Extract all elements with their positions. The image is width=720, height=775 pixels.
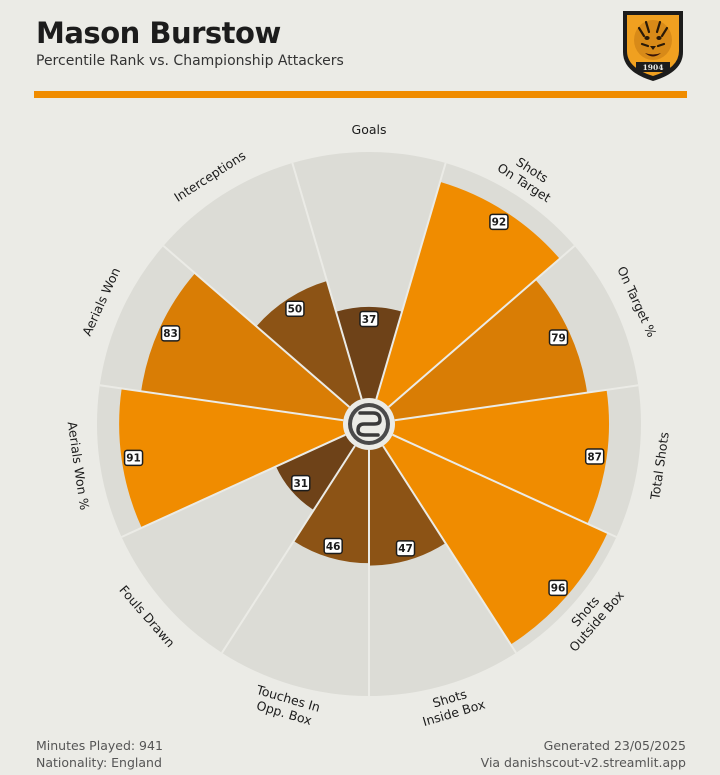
value-badges: 37 92 79 87 96 47 46 31 91 83 50 [123, 213, 605, 597]
value-badge-text: 37 [362, 314, 377, 326]
value-badge-text: 46 [326, 541, 341, 553]
slice-divider [382, 445, 517, 654]
value-badge-goals [359, 310, 379, 328]
value-badge-shots-on-target [489, 213, 509, 231]
metric-label-total-shots: Total Shots [647, 431, 672, 502]
tiger-head-icon [634, 20, 672, 60]
slice-value-aerials-won [141, 273, 350, 421]
slice-dividers [99, 162, 639, 696]
slice-bg-goals [292, 151, 446, 400]
value-badge-interceptions [285, 300, 305, 317]
accent-bar [34, 91, 687, 98]
slice-value-goals [336, 306, 402, 400]
slice-value-touches-in-opp-box [293, 445, 369, 564]
slice-divider [221, 445, 356, 654]
value-badge-shots-inside-box [395, 540, 416, 557]
slice-divider [392, 433, 617, 538]
value-badge-text: 31 [293, 478, 308, 490]
value-badge-text: 91 [126, 453, 141, 465]
center-logo [344, 399, 394, 449]
slice-value-shots-on-target [376, 181, 560, 407]
data-source: Via danishscout-v2.streamlit.app [480, 755, 686, 770]
metric-label-goals: Goals [352, 122, 387, 137]
slice-divider [291, 162, 363, 400]
value-badge-text: 83 [163, 328, 178, 340]
value-badge-text: 92 [492, 217, 507, 229]
footer-left: Minutes Played: 941 Nationality: England [36, 737, 163, 771]
slice-divider [394, 384, 639, 422]
metric-label-aerials-won: Aerials Won % [65, 421, 93, 512]
value-badge-text: 50 [288, 304, 303, 316]
value-badge-total-shots [584, 448, 605, 465]
page-title: Mason Burstow [36, 16, 281, 50]
minutes-played: Minutes Played: 941 [36, 738, 163, 753]
page-subtitle: Percentile Rank vs. Championship Attacke… [36, 53, 344, 69]
value-badge-aerials-won [160, 325, 181, 342]
slice-value-total-shots [392, 389, 610, 524]
slice-divider [162, 245, 351, 408]
club-crest-logo: 1904 [623, 11, 683, 81]
value-badge-fouls-drawn [291, 474, 311, 492]
slice-value-on-target [388, 279, 588, 421]
value-badge-shots-outside-box [548, 579, 568, 597]
slice-value-shots-inside-box [369, 445, 446, 566]
slice-divider [387, 245, 576, 408]
value-badge-text: 79 [551, 332, 566, 344]
footer-right: Generated 23/05/2025 Via danishscout-v2.… [481, 737, 686, 771]
value-badge-text: 96 [551, 583, 566, 595]
slice-value-aerials-won [119, 388, 346, 528]
value-badge-touches-in-opp-box [323, 537, 343, 555]
value-badge-text: 87 [587, 451, 602, 463]
nationality: Nationality: England [36, 755, 162, 770]
crest-year: 1904 [643, 63, 664, 72]
value-badge-text: 47 [398, 543, 413, 555]
slice-divider [375, 162, 447, 400]
slice-divider [121, 433, 346, 538]
value-badge-aerials-won [123, 449, 144, 467]
generated-date: Generated 23/05/2025 [543, 738, 686, 753]
value-badge-on-target [548, 329, 569, 346]
slice-divider [99, 384, 344, 422]
